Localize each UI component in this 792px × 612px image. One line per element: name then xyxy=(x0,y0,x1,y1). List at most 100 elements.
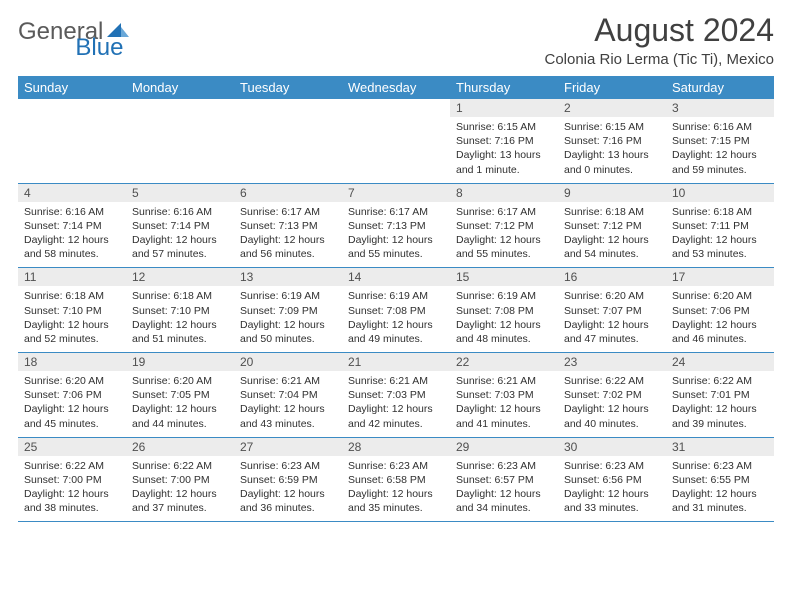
sunset-text: Sunset: 7:13 PM xyxy=(240,219,336,233)
day-details: Sunrise: 6:19 AMSunset: 7:09 PMDaylight:… xyxy=(234,286,342,352)
sunrise-text: Sunrise: 6:20 AM xyxy=(132,374,228,388)
day-details: Sunrise: 6:17 AMSunset: 7:13 PMDaylight:… xyxy=(342,202,450,268)
day-details: Sunrise: 6:22 AMSunset: 7:00 PMDaylight:… xyxy=(18,456,126,522)
sunset-text: Sunset: 7:12 PM xyxy=(456,219,552,233)
sunset-text: Sunset: 7:03 PM xyxy=(348,388,444,402)
sunrise-text: Sunrise: 6:22 AM xyxy=(564,374,660,388)
sunrise-text: Sunrise: 6:22 AM xyxy=(132,459,228,473)
sunrise-text: Sunrise: 6:18 AM xyxy=(564,205,660,219)
title-block: August 2024 Colonia Rio Lerma (Tic Ti), … xyxy=(544,12,774,68)
day-details: Sunrise: 6:23 AMSunset: 6:58 PMDaylight:… xyxy=(342,456,450,522)
day-details: Sunrise: 6:20 AMSunset: 7:07 PMDaylight:… xyxy=(558,286,666,352)
weekday-sat: Saturday xyxy=(666,76,774,99)
day-details xyxy=(234,103,342,165)
weekday-wed: Wednesday xyxy=(342,76,450,99)
day-number: 12 xyxy=(126,268,234,286)
day-details: Sunrise: 6:18 AMSunset: 7:12 PMDaylight:… xyxy=(558,202,666,268)
daylight-text: Daylight: 12 hours and 58 minutes. xyxy=(24,233,120,261)
day-details: Sunrise: 6:18 AMSunset: 7:11 PMDaylight:… xyxy=(666,202,774,268)
calendar-day-cell: 8Sunrise: 6:17 AMSunset: 7:12 PMDaylight… xyxy=(450,183,558,268)
sunrise-text: Sunrise: 6:23 AM xyxy=(672,459,768,473)
daylight-text: Daylight: 12 hours and 51 minutes. xyxy=(132,318,228,346)
day-number: 21 xyxy=(342,353,450,371)
sunset-text: Sunset: 7:03 PM xyxy=(456,388,552,402)
calendar-day-cell: 6Sunrise: 6:17 AMSunset: 7:13 PMDaylight… xyxy=(234,183,342,268)
day-details: Sunrise: 6:18 AMSunset: 7:10 PMDaylight:… xyxy=(126,286,234,352)
day-details: Sunrise: 6:16 AMSunset: 7:14 PMDaylight:… xyxy=(18,202,126,268)
sunrise-text: Sunrise: 6:17 AM xyxy=(456,205,552,219)
sunset-text: Sunset: 7:08 PM xyxy=(456,304,552,318)
day-number: 16 xyxy=(558,268,666,286)
daylight-text: Daylight: 12 hours and 31 minutes. xyxy=(672,487,768,515)
calendar-day-cell: 29Sunrise: 6:23 AMSunset: 6:57 PMDayligh… xyxy=(450,437,558,522)
daylight-text: Daylight: 12 hours and 44 minutes. xyxy=(132,402,228,430)
calendar-day-cell: 9Sunrise: 6:18 AMSunset: 7:12 PMDaylight… xyxy=(558,183,666,268)
daylight-text: Daylight: 12 hours and 48 minutes. xyxy=(456,318,552,346)
day-details: Sunrise: 6:20 AMSunset: 7:05 PMDaylight:… xyxy=(126,371,234,437)
calendar-day-cell: 20Sunrise: 6:21 AMSunset: 7:04 PMDayligh… xyxy=(234,353,342,438)
sunrise-text: Sunrise: 6:16 AM xyxy=(24,205,120,219)
daylight-text: Daylight: 13 hours and 0 minutes. xyxy=(564,148,660,176)
day-details: Sunrise: 6:19 AMSunset: 7:08 PMDaylight:… xyxy=(342,286,450,352)
day-number: 4 xyxy=(18,184,126,202)
day-number: 20 xyxy=(234,353,342,371)
daylight-text: Daylight: 12 hours and 59 minutes. xyxy=(672,148,768,176)
daylight-text: Daylight: 12 hours and 34 minutes. xyxy=(456,487,552,515)
day-details: Sunrise: 6:21 AMSunset: 7:04 PMDaylight:… xyxy=(234,371,342,437)
daylight-text: Daylight: 12 hours and 39 minutes. xyxy=(672,402,768,430)
day-number: 15 xyxy=(450,268,558,286)
calendar-day-cell: 21Sunrise: 6:21 AMSunset: 7:03 PMDayligh… xyxy=(342,353,450,438)
weekday-tue: Tuesday xyxy=(234,76,342,99)
calendar-day-cell: 31Sunrise: 6:23 AMSunset: 6:55 PMDayligh… xyxy=(666,437,774,522)
sunrise-text: Sunrise: 6:21 AM xyxy=(456,374,552,388)
calendar-day-cell: 14Sunrise: 6:19 AMSunset: 7:08 PMDayligh… xyxy=(342,268,450,353)
day-number: 30 xyxy=(558,438,666,456)
sunrise-text: Sunrise: 6:21 AM xyxy=(348,374,444,388)
day-details: Sunrise: 6:16 AMSunset: 7:14 PMDaylight:… xyxy=(126,202,234,268)
weekday-mon: Monday xyxy=(126,76,234,99)
sunrise-text: Sunrise: 6:18 AM xyxy=(672,205,768,219)
location-text: Colonia Rio Lerma (Tic Ti), Mexico xyxy=(544,51,774,68)
day-details xyxy=(18,103,126,165)
sunrise-text: Sunrise: 6:19 AM xyxy=(348,289,444,303)
calendar-day-cell: 13Sunrise: 6:19 AMSunset: 7:09 PMDayligh… xyxy=(234,268,342,353)
daylight-text: Daylight: 12 hours and 46 minutes. xyxy=(672,318,768,346)
day-details: Sunrise: 6:22 AMSunset: 7:00 PMDaylight:… xyxy=(126,456,234,522)
weekday-header-row: Sunday Monday Tuesday Wednesday Thursday… xyxy=(18,76,774,99)
calendar-day-cell: 1Sunrise: 6:15 AMSunset: 7:16 PMDaylight… xyxy=(450,99,558,183)
calendar-day-cell: 25Sunrise: 6:22 AMSunset: 7:00 PMDayligh… xyxy=(18,437,126,522)
sunrise-text: Sunrise: 6:22 AM xyxy=(672,374,768,388)
daylight-text: Daylight: 12 hours and 50 minutes. xyxy=(240,318,336,346)
day-number: 29 xyxy=(450,438,558,456)
sunset-text: Sunset: 7:12 PM xyxy=(564,219,660,233)
calendar-week-row: 1Sunrise: 6:15 AMSunset: 7:16 PMDaylight… xyxy=(18,99,774,183)
day-number: 5 xyxy=(126,184,234,202)
sunset-text: Sunset: 7:01 PM xyxy=(672,388,768,402)
calendar-day-cell: 24 Sunrise: 6:22 AMSunset: 7:01 PMDayligh… xyxy=(666,353,774,438)
sunset-text: Sunset: 7:02 PM xyxy=(564,388,660,402)
calendar-day-cell: 27Sunrise: 6:23 AMSunset: 6:59 PMDayligh… xyxy=(234,437,342,522)
day-number: 2 xyxy=(558,99,666,117)
day-number: 27 xyxy=(234,438,342,456)
day-number: 25 xyxy=(18,438,126,456)
calendar-week-row: 18Sunrise: 6:20 AMSunset: 7:06 PMDayligh… xyxy=(18,353,774,438)
sunrise-text: Sunrise: 6:17 AM xyxy=(348,205,444,219)
sunrise-text: Sunrise: 6:19 AM xyxy=(456,289,552,303)
calendar-week-row: 4Sunrise: 6:16 AMSunset: 7:14 PMDaylight… xyxy=(18,183,774,268)
weekday-thu: Thursday xyxy=(450,76,558,99)
day-number: 17 xyxy=(666,268,774,286)
day-number: 18 xyxy=(18,353,126,371)
calendar-day-cell: 28Sunrise: 6:23 AMSunset: 6:58 PMDayligh… xyxy=(342,437,450,522)
sunrise-text: Sunrise: 6:20 AM xyxy=(24,374,120,388)
daylight-text: Daylight: 12 hours and 55 minutes. xyxy=(348,233,444,261)
day-number: 14 xyxy=(342,268,450,286)
day-number: 22 xyxy=(450,353,558,371)
day-number: 24 xyxy=(666,353,774,371)
sunset-text: Sunset: 7:00 PM xyxy=(132,473,228,487)
daylight-text: Daylight: 12 hours and 49 minutes. xyxy=(348,318,444,346)
day-number: 13 xyxy=(234,268,342,286)
calendar-day-cell: 12Sunrise: 6:18 AMSunset: 7:10 PMDayligh… xyxy=(126,268,234,353)
daylight-text: Daylight: 12 hours and 37 minutes. xyxy=(132,487,228,515)
daylight-text: Daylight: 12 hours and 54 minutes. xyxy=(564,233,660,261)
sunset-text: Sunset: 7:08 PM xyxy=(348,304,444,318)
